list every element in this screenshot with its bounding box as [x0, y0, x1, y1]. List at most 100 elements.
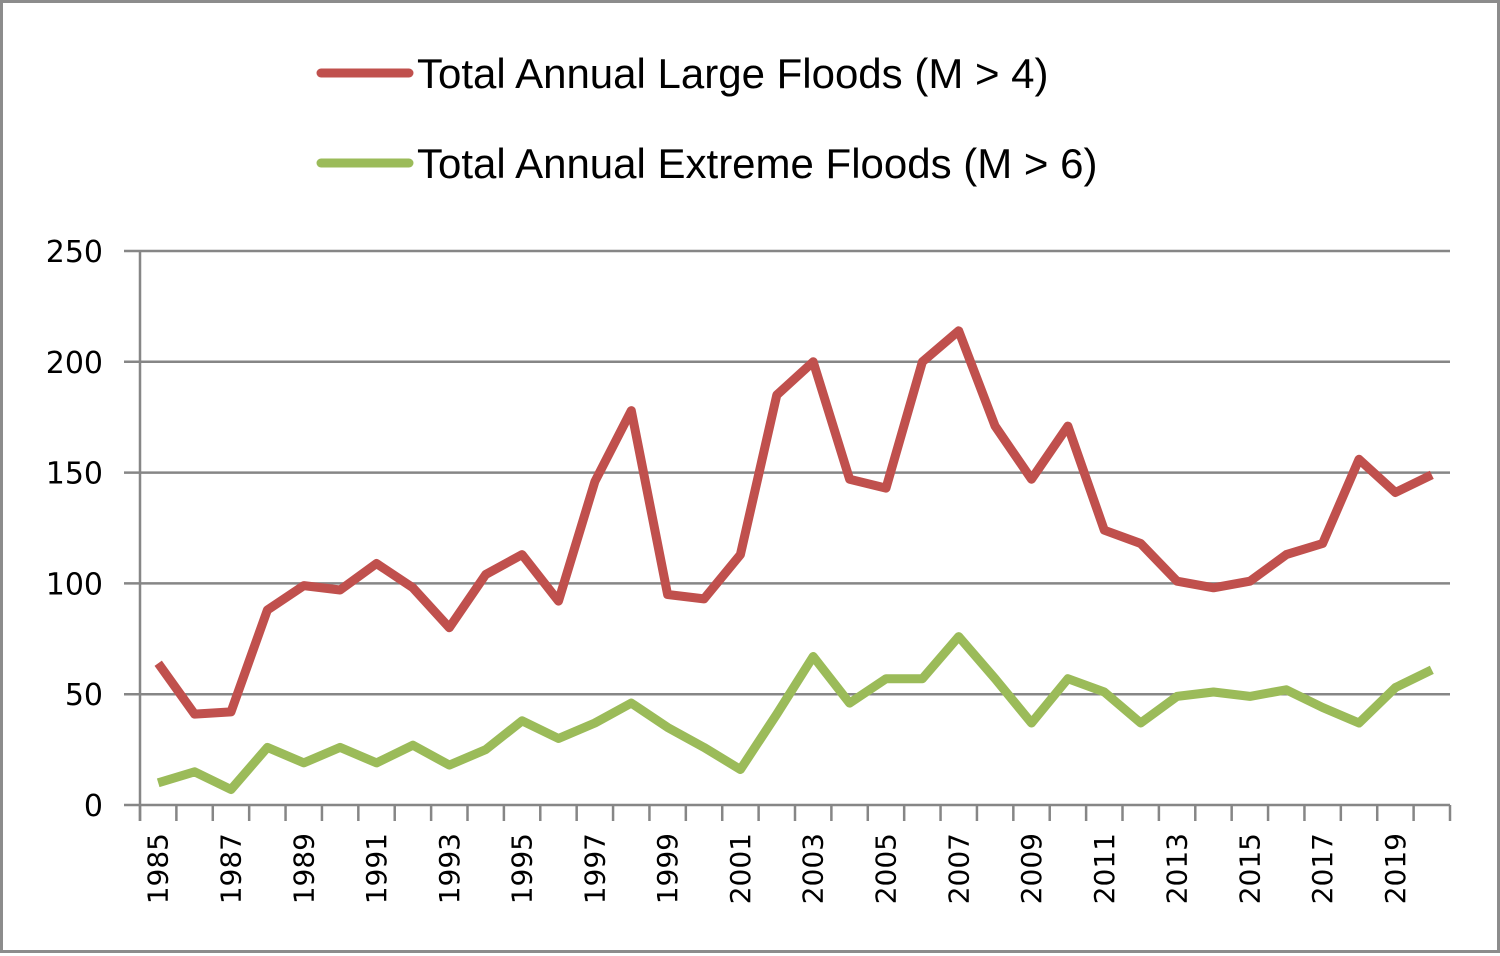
point-extreme-floods-2014 [1210, 689, 1216, 695]
point-large-floods-1989 [301, 583, 307, 589]
point-extreme-floods-2015 [1247, 693, 1253, 699]
point-large-floods-1996 [555, 598, 561, 604]
x-axis: 1985 1987 1989 1991 1993 1995 1997 1999 2001 2003… [124, 803, 1452, 904]
point-large-floods-2003 [810, 359, 816, 365]
legend-label-extreme-floods: Total Annual Extreme Floods (M > 6) [417, 140, 1097, 187]
point-extreme-floods-1989 [301, 760, 307, 766]
point-large-floods-1999 [665, 591, 671, 597]
point-large-floods-1992 [410, 585, 416, 591]
x-tick-label: 2017 [1306, 833, 1339, 904]
point-extreme-floods-1986 [192, 769, 198, 775]
point-extreme-floods-1988 [264, 744, 270, 750]
x-tick-label: 2019 [1379, 833, 1412, 904]
point-extreme-floods-2010 [1065, 676, 1071, 682]
x-tick-label: 2003 [797, 833, 830, 904]
y-tick-label: 200 [46, 346, 103, 381]
x-tick-label: 1985 [142, 833, 175, 904]
point-large-floods-2014 [1210, 585, 1216, 591]
y-tick-label: 0 [84, 789, 103, 824]
y-axis: 0 50 100 150 200 250 [46, 235, 142, 824]
point-large-floods-2019 [1392, 490, 1398, 496]
point-large-floods-1995 [519, 552, 525, 558]
point-extreme-floods-2004 [847, 700, 853, 706]
point-large-floods-2013 [1174, 578, 1180, 584]
point-extreme-floods-2008 [992, 676, 998, 682]
x-tick-label: 2007 [942, 833, 975, 904]
point-large-floods-1994 [483, 572, 489, 578]
legend-item-extreme-floods: Total Annual Extreme Floods (M > 6) [316, 140, 1097, 187]
point-large-floods-2020 [1429, 472, 1435, 478]
y-tick-label: 50 [65, 678, 103, 713]
point-large-floods-1988 [264, 607, 270, 613]
point-extreme-floods-1993 [446, 762, 452, 768]
legend-label-large-floods: Total Annual Large Floods (M > 4) [417, 50, 1049, 97]
point-extreme-floods-1992 [410, 742, 416, 748]
x-tick-label: 1995 [506, 833, 539, 904]
point-large-floods-2015 [1247, 578, 1253, 584]
point-large-floods-1990 [337, 587, 343, 593]
point-large-floods-2018 [1356, 456, 1362, 462]
x-tick-label: 1999 [651, 833, 684, 904]
point-extreme-floods-1999 [665, 724, 671, 730]
x-tick-label: 1993 [433, 833, 466, 904]
x-tick-label: 1997 [578, 833, 611, 904]
point-extreme-floods-2001 [737, 767, 743, 773]
point-large-floods-2010 [1065, 423, 1071, 429]
point-extreme-floods-2009 [1029, 720, 1035, 726]
x-tick-label: 2005 [869, 833, 902, 904]
point-large-floods-2016 [1283, 552, 1289, 558]
x-tick-label: 1991 [360, 833, 393, 904]
series-line-large-floods [154, 326, 1434, 719]
point-large-floods-2008 [992, 423, 998, 429]
point-extreme-floods-2012 [1138, 720, 1144, 726]
point-large-floods-2005 [883, 485, 889, 491]
point-large-floods-2012 [1138, 541, 1144, 547]
point-extreme-floods-1998 [628, 700, 634, 706]
x-tick-label: 1987 [214, 833, 247, 904]
point-extreme-floods-1991 [374, 760, 380, 766]
point-large-floods-2011 [1101, 527, 1107, 533]
point-large-floods-1987 [228, 709, 234, 715]
point-extreme-floods-2006 [919, 676, 925, 682]
series-layer [154, 326, 1435, 794]
y-tick-label: 100 [46, 567, 103, 602]
x-tick-label: 2013 [1161, 833, 1194, 904]
x-tick-label: 2001 [724, 833, 757, 904]
point-large-floods-2007 [956, 328, 962, 334]
point-extreme-floods-2016 [1283, 687, 1289, 693]
point-extreme-floods-2018 [1356, 720, 1362, 726]
point-extreme-floods-2007 [956, 634, 962, 640]
point-large-floods-2001 [737, 552, 743, 558]
point-extreme-floods-2019 [1392, 685, 1398, 691]
point-extreme-floods-1996 [555, 736, 561, 742]
point-extreme-floods-1997 [592, 720, 598, 726]
point-extreme-floods-1987 [228, 786, 234, 792]
point-extreme-floods-1995 [519, 718, 525, 724]
point-large-floods-2000 [701, 596, 707, 602]
legend: Total Annual Large Floods (M > 4) Total … [316, 50, 1097, 187]
point-extreme-floods-2005 [883, 676, 889, 682]
point-large-floods-2017 [1320, 541, 1326, 547]
point-large-floods-1998 [628, 408, 634, 414]
legend-item-large-floods: Total Annual Large Floods (M > 4) [316, 50, 1049, 97]
point-extreme-floods-2002 [774, 711, 780, 717]
point-large-floods-1997 [592, 478, 598, 484]
point-large-floods-2009 [1029, 476, 1035, 482]
x-tick-label: 2015 [1233, 833, 1266, 904]
point-extreme-floods-1990 [337, 744, 343, 750]
point-extreme-floods-2020 [1429, 667, 1435, 673]
point-extreme-floods-2013 [1174, 693, 1180, 699]
point-extreme-floods-2017 [1320, 704, 1326, 710]
point-extreme-floods-2003 [810, 654, 816, 660]
point-large-floods-1993 [446, 625, 452, 631]
y-tick-label: 250 [46, 235, 103, 270]
y-tick-label: 150 [46, 457, 103, 492]
point-large-floods-2004 [847, 476, 853, 482]
x-tick-label: 2011 [1088, 833, 1121, 904]
x-tick-label: 2009 [1015, 833, 1048, 904]
point-large-floods-1986 [192, 711, 198, 717]
point-extreme-floods-1985 [155, 780, 161, 786]
gridlines [124, 249, 1450, 696]
point-large-floods-1985 [155, 660, 161, 666]
